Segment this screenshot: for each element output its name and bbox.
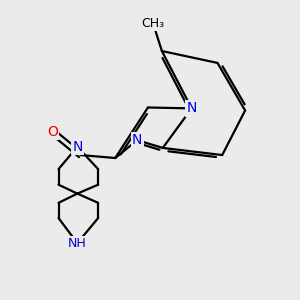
Text: N: N — [72, 140, 82, 154]
Text: O: O — [47, 125, 58, 139]
Text: N: N — [186, 101, 197, 116]
Text: N: N — [132, 133, 142, 147]
Text: NH: NH — [68, 237, 87, 250]
Text: CH₃: CH₃ — [141, 16, 164, 30]
